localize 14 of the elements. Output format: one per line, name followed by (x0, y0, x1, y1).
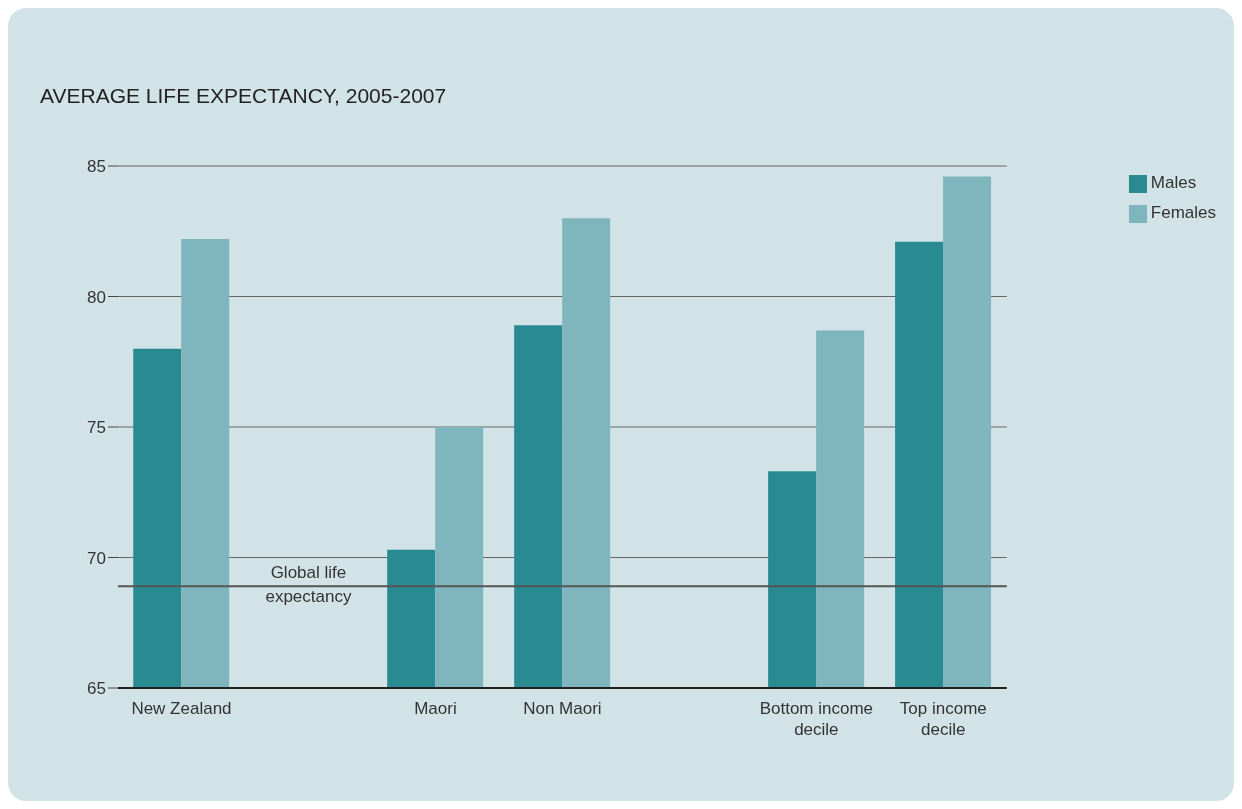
x-tick-label: Bottom income decile (759, 699, 874, 739)
y-tick-label: 70 (87, 548, 106, 568)
ref-line-label: Global life expectancy (265, 563, 352, 607)
legend-label: Males (1150, 173, 1197, 192)
y-tick-label: 65 (87, 679, 106, 699)
y-tick-label: 80 (87, 287, 106, 307)
x-tick-label: Top income decile (899, 699, 987, 739)
y-tick-label: 75 (87, 418, 106, 438)
x-tick-label: Maori (414, 699, 457, 718)
x-tick-label: Non Maori (523, 699, 602, 718)
legend-label: Females (1150, 203, 1216, 222)
y-tick-label: 85 (87, 157, 106, 177)
x-tick-label: New Zealand (131, 699, 232, 718)
chart-title: AVERAGE LIFE EXPECTANCY, 2005-2007 (40, 84, 447, 108)
